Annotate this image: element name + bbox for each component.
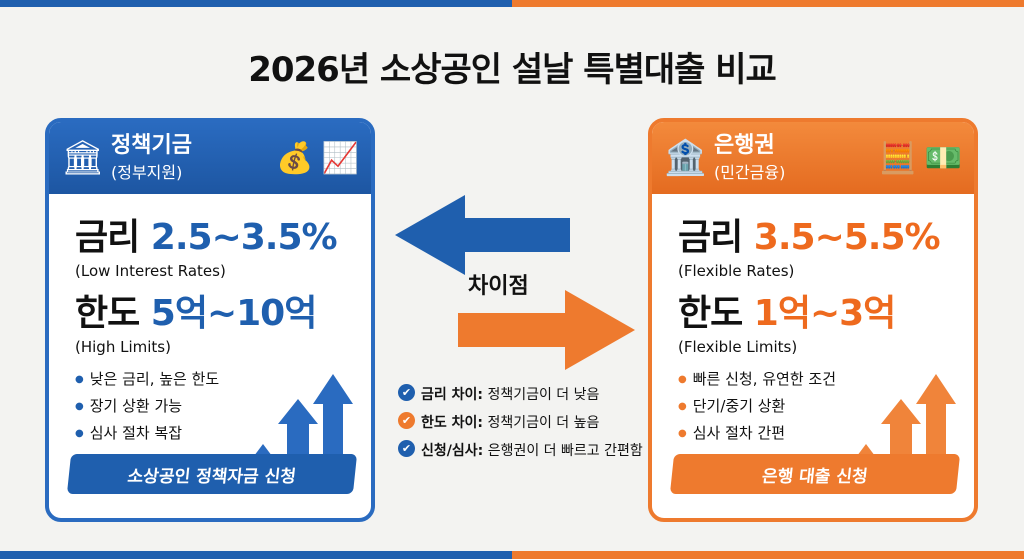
limit-row: 한도 5억~10억 bbox=[75, 284, 345, 336]
bullet-item: 장기 상환 가능 bbox=[75, 395, 345, 416]
note-text: 정책기금이 더 낮음 bbox=[487, 387, 600, 403]
rate-row: 금리 3.5~5.5% bbox=[678, 208, 948, 260]
policy-fund-card: 🏛 정책기금 (정부지원) 💰 📈 금리 2.5~3.5% (Low Interes… bbox=[45, 118, 375, 522]
bank-card-header: 🏦 은행권 (민간금융) 🧮 💵 bbox=[652, 122, 974, 194]
card-subtitle: (정부지원) bbox=[111, 163, 183, 182]
left-arrow-icon bbox=[395, 195, 570, 275]
check-icon: ✔ bbox=[398, 412, 415, 429]
policy-card-header: 🏛 정책기금 (정부지원) 💰 📈 bbox=[49, 122, 371, 194]
bullet-item: 심사 절차 복잡 bbox=[75, 422, 345, 443]
cash-icon: 💵 bbox=[924, 140, 962, 176]
bottom-accent-bar bbox=[0, 551, 1024, 559]
rate-note: (Flexible Rates) bbox=[678, 262, 795, 280]
bank-icon: 🏦 bbox=[664, 138, 707, 178]
card-subtitle: (민간금융) bbox=[714, 163, 786, 182]
calculator-icon: 🧮 bbox=[879, 140, 917, 176]
note-text: 정책기금이 더 높음 bbox=[487, 415, 600, 431]
note-key: 한도 차이: bbox=[421, 415, 483, 431]
money-bag-icon: 💰 bbox=[276, 140, 314, 176]
limit-label: 한도 bbox=[678, 293, 743, 334]
check-icon: ✔ bbox=[398, 440, 415, 457]
bullet-item: 빠른 신청, 유연한 조건 bbox=[678, 368, 948, 389]
rate-value: 2.5~3.5% bbox=[150, 217, 338, 258]
rate-row: 금리 2.5~3.5% bbox=[75, 208, 345, 260]
bullet-item: 심사 절차 간편 bbox=[678, 422, 948, 443]
policy-fund-apply-button[interactable]: 소상공인 정책자금 신청 bbox=[66, 454, 358, 494]
bullet-item: 낮은 금리, 높은 한도 bbox=[75, 368, 345, 389]
note-item: ✔ 금리 차이: 정책기금이 더 낮음 bbox=[398, 384, 648, 404]
limit-note: (Flexible Limits) bbox=[678, 338, 798, 356]
note-item: ✔ 한도 차이: 정책기금이 더 높음 bbox=[398, 412, 648, 432]
rate-label: 금리 bbox=[75, 217, 140, 258]
bullet-item: 단기/중기 상환 bbox=[678, 395, 948, 416]
page-title: 2026년 소상공인 설날 특별대출 비교 bbox=[248, 50, 777, 90]
government-building-icon: 🏛 bbox=[61, 138, 105, 178]
note-key: 금리 차이: bbox=[421, 387, 483, 403]
check-icon: ✔ bbox=[398, 384, 415, 401]
limit-label: 한도 bbox=[75, 293, 140, 334]
note-item: ✔ 신청/심사: 은행권이 더 빠르고 간편함 bbox=[398, 440, 648, 460]
rate-value: 3.5~5.5% bbox=[753, 217, 941, 258]
bank-loan-card: 🏦 은행권 (민간금융) 🧮 💵 금리 3.5~5.5% (Flexible Rat… bbox=[648, 118, 978, 522]
bank-loan-apply-button[interactable]: 은행 대출 신청 bbox=[669, 454, 961, 494]
limit-note: (High Limits) bbox=[75, 338, 171, 356]
comparison-arrows bbox=[395, 195, 635, 370]
difference-label: 차이점 bbox=[468, 274, 529, 299]
difference-notes: ✔ 금리 차이: 정책기금이 더 낮음 ✔ 한도 차이: 정책기금이 더 높음 ✔ 신… bbox=[398, 384, 648, 468]
limit-value: 5억~10억 bbox=[150, 293, 318, 334]
top-accent-bar bbox=[0, 0, 1024, 7]
rate-label: 금리 bbox=[678, 217, 743, 258]
growth-chart-icon: 📈 bbox=[321, 140, 359, 176]
card-title: 정책기금 bbox=[111, 133, 192, 158]
limit-value: 1억~3억 bbox=[753, 293, 897, 334]
rate-note: (Low Interest Rates) bbox=[75, 262, 226, 280]
note-text: 은행권이 더 빠르고 간편함 bbox=[487, 443, 643, 459]
card-title: 은행권 bbox=[714, 133, 775, 158]
limit-row: 한도 1억~3억 bbox=[678, 284, 948, 336]
right-arrow-icon bbox=[458, 290, 635, 370]
note-key: 신청/심사: bbox=[421, 443, 484, 459]
